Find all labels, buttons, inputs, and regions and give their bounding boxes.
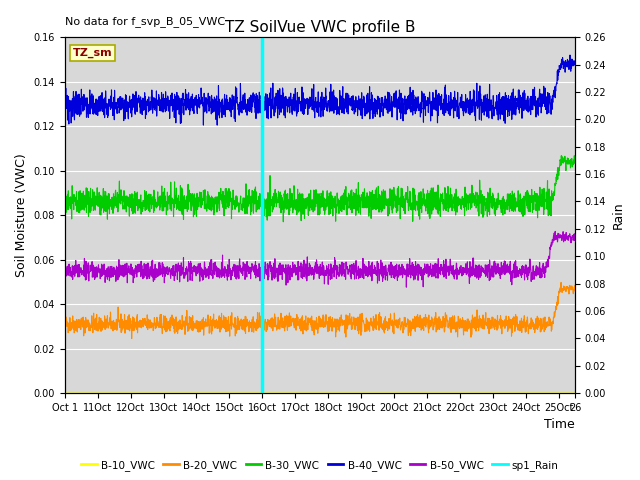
Text: No data for f_svp_B_05_VWC: No data for f_svp_B_05_VWC — [65, 16, 225, 27]
Title: TZ SoilVue VWC profile B: TZ SoilVue VWC profile B — [225, 20, 415, 35]
Text: TZ_sm: TZ_sm — [72, 48, 112, 58]
Y-axis label: Soil Moisture (VWC): Soil Moisture (VWC) — [15, 153, 28, 277]
Legend: B-10_VWC, B-20_VWC, B-30_VWC, B-40_VWC, B-50_VWC, sp1_Rain: B-10_VWC, B-20_VWC, B-30_VWC, B-40_VWC, … — [77, 456, 563, 475]
Y-axis label: Rain: Rain — [612, 201, 625, 229]
X-axis label: Time: Time — [545, 419, 575, 432]
